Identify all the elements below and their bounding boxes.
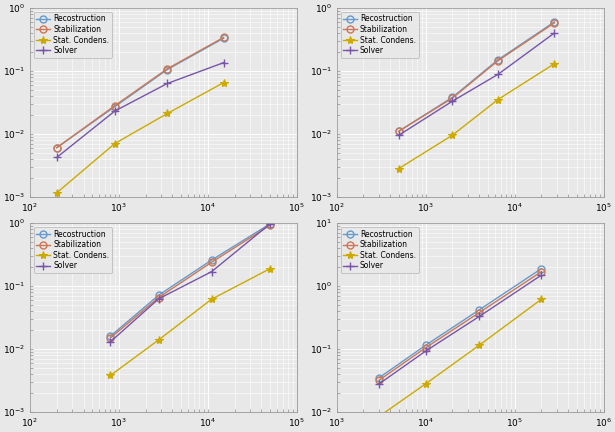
Stat. Condens.: [422, 381, 429, 387]
Stabilization: [494, 58, 502, 64]
Stat. Condens.: [494, 97, 502, 102]
Recostruction: [422, 343, 429, 348]
Solver: [550, 30, 558, 35]
Stabilization: [53, 145, 60, 150]
Solver: [53, 155, 60, 160]
Solver: [475, 314, 483, 319]
Recostruction: [208, 257, 215, 263]
Line: Recostruction: Recostruction: [395, 19, 558, 135]
Stabilization: [550, 20, 558, 25]
Solver: [155, 296, 162, 302]
Stabilization: [395, 129, 403, 134]
Stat. Condens.: [475, 343, 483, 348]
Line: Stat. Condens.: Stat. Condens.: [395, 60, 558, 173]
Line: Recostruction: Recostruction: [107, 220, 274, 340]
Stat. Condens.: [395, 166, 403, 171]
Line: Stabilization: Stabilization: [395, 19, 558, 135]
Line: Stat. Condens.: Stat. Condens.: [52, 79, 228, 197]
Stat. Condens.: [53, 190, 60, 195]
Stat. Condens.: [538, 297, 545, 302]
Line: Stat. Condens.: Stat. Condens.: [106, 264, 274, 380]
Stabilization: [475, 310, 483, 315]
Recostruction: [375, 375, 383, 380]
Recostruction: [164, 67, 171, 72]
Stabilization: [449, 95, 456, 101]
Solver: [494, 72, 502, 77]
Recostruction: [538, 266, 545, 271]
Stabilization: [266, 222, 274, 228]
Line: Stabilization: Stabilization: [107, 222, 274, 341]
Recostruction: [155, 292, 162, 298]
Recostruction: [449, 95, 456, 100]
Line: Solver: Solver: [395, 29, 558, 140]
Stat. Condens.: [449, 133, 456, 138]
Recostruction: [475, 307, 483, 312]
Stabilization: [375, 378, 383, 383]
Line: Recostruction: Recostruction: [376, 265, 545, 381]
Solver: [395, 133, 403, 138]
Stabilization: [106, 335, 114, 340]
Recostruction: [550, 19, 558, 25]
Recostruction: [266, 221, 274, 226]
Stat. Condens.: [208, 297, 215, 302]
Solver: [449, 98, 456, 104]
Stat. Condens.: [266, 266, 274, 271]
Line: Stat. Condens.: Stat. Condens.: [375, 295, 546, 421]
Stabilization: [422, 345, 429, 350]
Stat. Condens.: [155, 337, 162, 343]
Solver: [208, 269, 215, 274]
Stabilization: [111, 103, 119, 108]
Stat. Condens.: [164, 111, 171, 116]
Recostruction: [106, 334, 114, 339]
Recostruction: [220, 36, 227, 41]
Solver: [164, 81, 171, 86]
Line: Stabilization: Stabilization: [376, 268, 545, 384]
Recostruction: [53, 145, 60, 150]
Solver: [106, 339, 114, 344]
Recostruction: [395, 129, 403, 134]
Solver: [538, 273, 545, 278]
Line: Stabilization: Stabilization: [54, 34, 227, 151]
Stat. Condens.: [111, 141, 119, 146]
Legend: Recostruction, Stabilization, Stat. Condens., Solver: Recostruction, Stabilization, Stat. Cond…: [341, 12, 419, 58]
Legend: Recostruction, Stabilization, Stat. Condens., Solver: Recostruction, Stabilization, Stat. Cond…: [341, 227, 419, 273]
Stat. Condens.: [375, 414, 383, 419]
Legend: Recostruction, Stabilization, Stat. Condens., Solver: Recostruction, Stabilization, Stat. Cond…: [34, 12, 112, 58]
Stabilization: [155, 295, 162, 300]
Solver: [422, 349, 429, 354]
Stabilization: [538, 269, 545, 274]
Solver: [375, 381, 383, 387]
Legend: Recostruction, Stabilization, Stat. Condens., Solver: Recostruction, Stabilization, Stat. Cond…: [34, 227, 112, 273]
Solver: [220, 60, 227, 65]
Solver: [266, 221, 274, 226]
Line: Solver: Solver: [52, 58, 228, 162]
Stabilization: [220, 35, 227, 40]
Line: Solver: Solver: [375, 271, 546, 388]
Stabilization: [164, 66, 171, 71]
Stabilization: [208, 260, 215, 265]
Stat. Condens.: [220, 80, 227, 85]
Recostruction: [111, 104, 119, 109]
Solver: [111, 108, 119, 114]
Stat. Condens.: [106, 373, 114, 378]
Stat. Condens.: [550, 61, 558, 66]
Line: Solver: Solver: [106, 219, 274, 346]
Line: Recostruction: Recostruction: [54, 35, 227, 151]
Recostruction: [494, 57, 502, 62]
